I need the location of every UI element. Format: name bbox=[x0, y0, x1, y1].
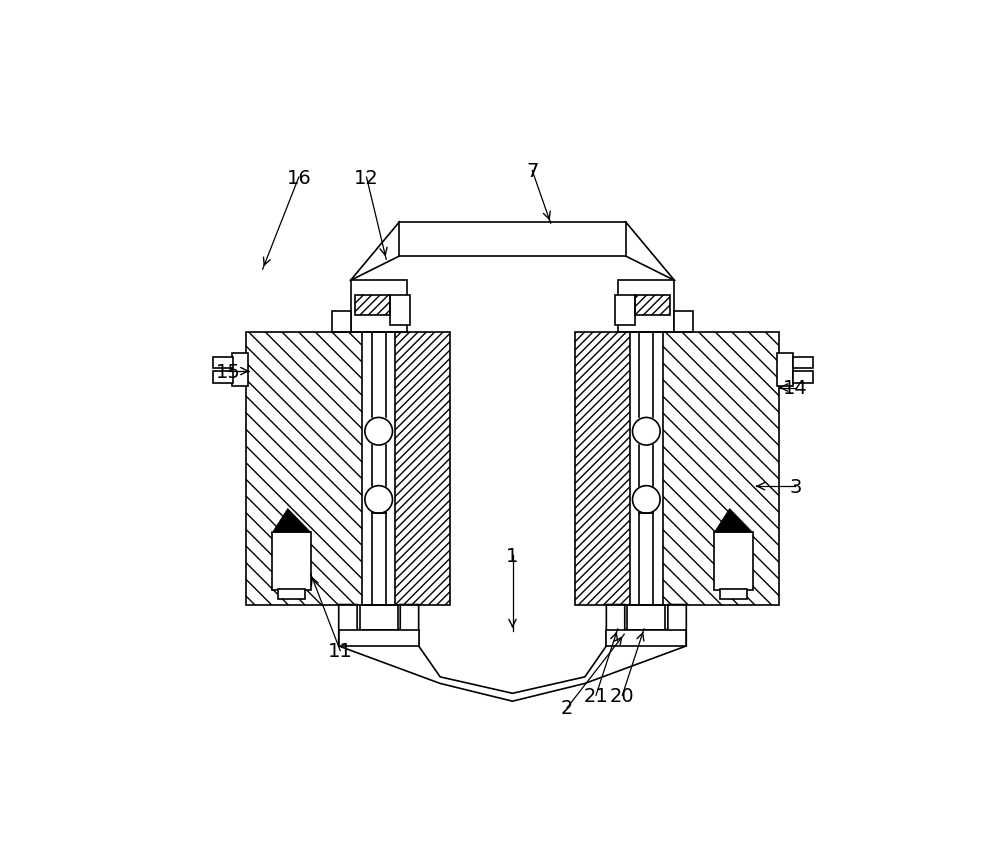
Polygon shape bbox=[714, 509, 753, 532]
Text: 12: 12 bbox=[354, 168, 379, 188]
Bar bbox=[213, 357, 233, 369]
Bar bbox=[630, 333, 663, 605]
Bar bbox=[246, 333, 362, 605]
Bar bbox=[714, 532, 753, 590]
Bar bbox=[618, 281, 674, 333]
Text: 7: 7 bbox=[526, 162, 538, 181]
Polygon shape bbox=[339, 605, 686, 701]
Bar bbox=[575, 333, 630, 605]
Bar bbox=[635, 296, 670, 316]
Bar bbox=[339, 630, 419, 647]
Bar bbox=[362, 333, 395, 605]
Text: 2: 2 bbox=[561, 699, 573, 717]
Bar bbox=[390, 296, 410, 326]
Polygon shape bbox=[272, 509, 311, 532]
Bar bbox=[793, 357, 813, 369]
Bar bbox=[278, 589, 305, 599]
Bar bbox=[232, 353, 248, 386]
Bar bbox=[777, 353, 793, 386]
Text: 1: 1 bbox=[506, 546, 519, 565]
Bar bbox=[246, 333, 450, 605]
Bar bbox=[395, 333, 450, 605]
Bar bbox=[627, 605, 665, 630]
Bar bbox=[606, 630, 686, 647]
Bar bbox=[355, 296, 390, 316]
Text: 14: 14 bbox=[783, 379, 808, 397]
Bar bbox=[355, 296, 390, 316]
Text: 15: 15 bbox=[216, 363, 241, 381]
Text: 11: 11 bbox=[328, 641, 353, 660]
Bar bbox=[360, 605, 398, 630]
Bar bbox=[575, 333, 779, 605]
Bar bbox=[793, 372, 813, 384]
Bar bbox=[332, 311, 351, 333]
Text: 21: 21 bbox=[584, 686, 608, 705]
Text: 16: 16 bbox=[286, 168, 311, 188]
Bar bbox=[399, 223, 626, 257]
Bar bbox=[351, 281, 407, 333]
Bar bbox=[213, 372, 233, 384]
Text: 3: 3 bbox=[789, 477, 801, 496]
Bar bbox=[635, 296, 670, 316]
Bar bbox=[720, 589, 747, 599]
Bar bbox=[615, 296, 635, 326]
Bar bbox=[663, 333, 779, 605]
Bar bbox=[674, 311, 693, 333]
Text: 20: 20 bbox=[610, 686, 635, 705]
Bar bbox=[272, 532, 311, 590]
